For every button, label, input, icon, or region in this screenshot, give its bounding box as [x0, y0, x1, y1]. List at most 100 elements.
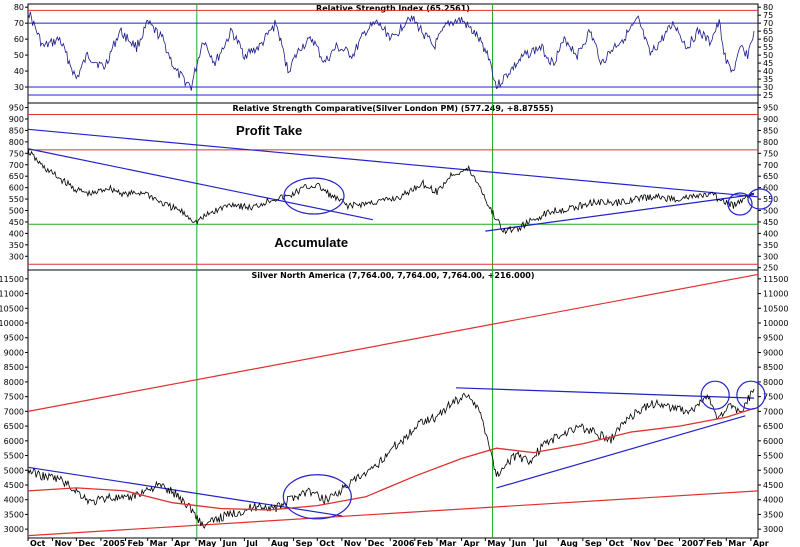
price-highlight-circle — [736, 380, 766, 410]
price-right-tick-label: 4000 — [763, 496, 783, 505]
rsi-left-tick-label: 30 — [14, 83, 24, 92]
x-tick-label: May — [487, 539, 506, 547]
rsc-right-tick-label: 350 — [763, 241, 778, 250]
price-title: Silver North America (7,764.00, 7,764.00… — [252, 271, 535, 280]
rsc-left-tick-label: 400 — [9, 229, 24, 238]
price-red-trendline — [27, 273, 759, 412]
price-right-tick-label: 7000 — [763, 407, 783, 416]
rsc-highlight-circle — [283, 177, 345, 215]
rsc-title: Relative Strength Comparative(Silver Lon… — [232, 104, 553, 113]
rsc-left-tick-label: 950 — [9, 104, 24, 113]
price-left-tick-label: 6000 — [4, 437, 24, 446]
x-tick-label: Feb — [706, 539, 723, 547]
price-left-tick-label: 5500 — [4, 452, 24, 461]
price-blue-trendline — [496, 415, 746, 489]
rsc-series-line — [27, 148, 755, 235]
accumulate-label: Accumulate — [274, 235, 348, 250]
rsc-left-tick-label: 550 — [9, 195, 24, 204]
price-left-tick-label: 4500 — [4, 481, 24, 490]
rsi-left-tick-label: 40 — [14, 67, 24, 76]
price-right-tick-label: 5500 — [763, 452, 783, 461]
rsc-left-tick-label: 500 — [9, 207, 24, 216]
rsc-trendline — [27, 148, 373, 221]
price-highlight-circle — [700, 380, 730, 410]
rsi-left-tick-label: 70 — [14, 19, 24, 28]
price-left-tick-label: 3000 — [4, 525, 24, 534]
x-tick-label: Jun — [511, 539, 527, 547]
price-right-tick-label: 10500 — [763, 304, 788, 313]
x-tick-label: Aug — [271, 539, 289, 547]
rsc-right-tick-label: 800 — [763, 138, 778, 147]
profit-take-label: Profit Take — [236, 123, 302, 138]
price-right-tick-label: 4500 — [763, 481, 783, 490]
price-left-tick-label: 4000 — [4, 496, 24, 505]
rsc-trendline — [485, 193, 755, 232]
rsi-right-tick-label: 50 — [763, 51, 773, 60]
rsc-plot: 250 300 350 400 450 500 550 600 650 700 750 800 850 9… — [9, 103, 778, 273]
price-left-tick-label: 10500 — [0, 304, 24, 313]
rsc-left-tick-label: 300 — [9, 252, 24, 261]
rsc-right-tick-label: 650 — [763, 172, 778, 181]
rsc-right-tick-label: 400 — [763, 229, 778, 238]
price-plot: 3000 3500 4000 4500 5000 5500 6000 6500 7000 7500… — [0, 270, 788, 538]
price-right-tick-label: 10000 — [763, 319, 788, 328]
rsc-left-tick-label: 700 — [9, 161, 24, 170]
rsi-title: Relative Strength Index (65.2561) — [316, 4, 470, 13]
rsc-right-tick-label: 900 — [763, 115, 778, 124]
rsc-right-tick-label: 850 — [763, 126, 778, 135]
x-tick-label: Jun — [222, 539, 238, 547]
rsc-left-tick-label: 800 — [9, 138, 24, 147]
rsc-right-tick-label: 250 — [763, 264, 778, 273]
rsc-highlight-circle — [747, 188, 773, 210]
x-tick-label: Oct — [319, 539, 335, 547]
price-left-tick-label: 9000 — [4, 348, 24, 357]
price-panel-frame — [27, 269, 759, 539]
x-tick-label: Nov — [55, 539, 73, 547]
x-tick-label: Feb — [127, 539, 144, 547]
rsi-right-tick-label: 45 — [763, 59, 773, 68]
price-left-tick-label: 6500 — [4, 422, 24, 431]
rsi-panel-frame — [27, 3, 759, 104]
price-left-tick-label: 9500 — [4, 334, 24, 343]
rsc-left-tick-label: 900 — [9, 115, 24, 124]
x-tick-label: Apr — [464, 539, 480, 547]
price-right-tick-label: 11500 — [763, 275, 788, 284]
price-right-tick-label: 7500 — [763, 393, 783, 402]
x-tick-label: Apr — [174, 539, 190, 547]
rsc-right-tick-label: 500 — [763, 207, 778, 216]
x-tick-label: May — [198, 539, 217, 547]
price-right-tick-label: 6000 — [763, 437, 783, 446]
rsc-right-tick-label: 750 — [763, 149, 778, 158]
x-tick-label: Mar — [150, 539, 167, 547]
price-left-tick-label: 3500 — [4, 510, 24, 519]
price-series-line — [27, 388, 755, 529]
price-right-tick-label: 5000 — [763, 466, 783, 475]
rsc-left-tick-label: 850 — [9, 126, 24, 135]
x-tick-label: Dec — [78, 539, 95, 547]
rsi-right-tick-label: 55 — [763, 43, 773, 52]
x-axis: Oct Nov Dec 2005 Feb Mar Apr May Jun Jul Aug Sep Oct… — [27, 538, 769, 547]
x-tick-label: Sep — [296, 539, 313, 547]
price-right-tick-label: 9000 — [763, 348, 783, 357]
rsc-left-tick-label: 450 — [9, 218, 24, 227]
x-tick-label: 2007 — [682, 539, 704, 547]
price-left-tick-label: 8000 — [4, 378, 24, 387]
rsi-left-tick-label: 80 — [14, 3, 24, 12]
price-right-tick-label: 6500 — [763, 422, 783, 431]
rsi-left-tick-label: 60 — [14, 35, 24, 44]
price-right-tick-label: 8500 — [763, 363, 783, 372]
rsi-right-tick-label: 30 — [763, 83, 773, 92]
rsc-right-tick-label: 550 — [763, 195, 778, 204]
rsc-right-tick-label: 300 — [763, 252, 778, 261]
price-right-tick-label: 9500 — [763, 334, 783, 343]
x-tick-label: Sep — [585, 539, 602, 547]
rsi-right-tick-label: 40 — [763, 67, 773, 76]
x-tick-label: Mar — [439, 539, 456, 547]
price-left-tick-label: 5000 — [4, 466, 24, 475]
x-tick-label: Dec — [368, 539, 385, 547]
price-left-tick-label: 10000 — [0, 319, 24, 328]
price-blue-trendline — [455, 387, 755, 399]
price-left-tick-label: 11500 — [0, 275, 24, 284]
x-tick-label: Dec — [657, 539, 674, 547]
x-tick-label: Nov — [344, 539, 362, 547]
